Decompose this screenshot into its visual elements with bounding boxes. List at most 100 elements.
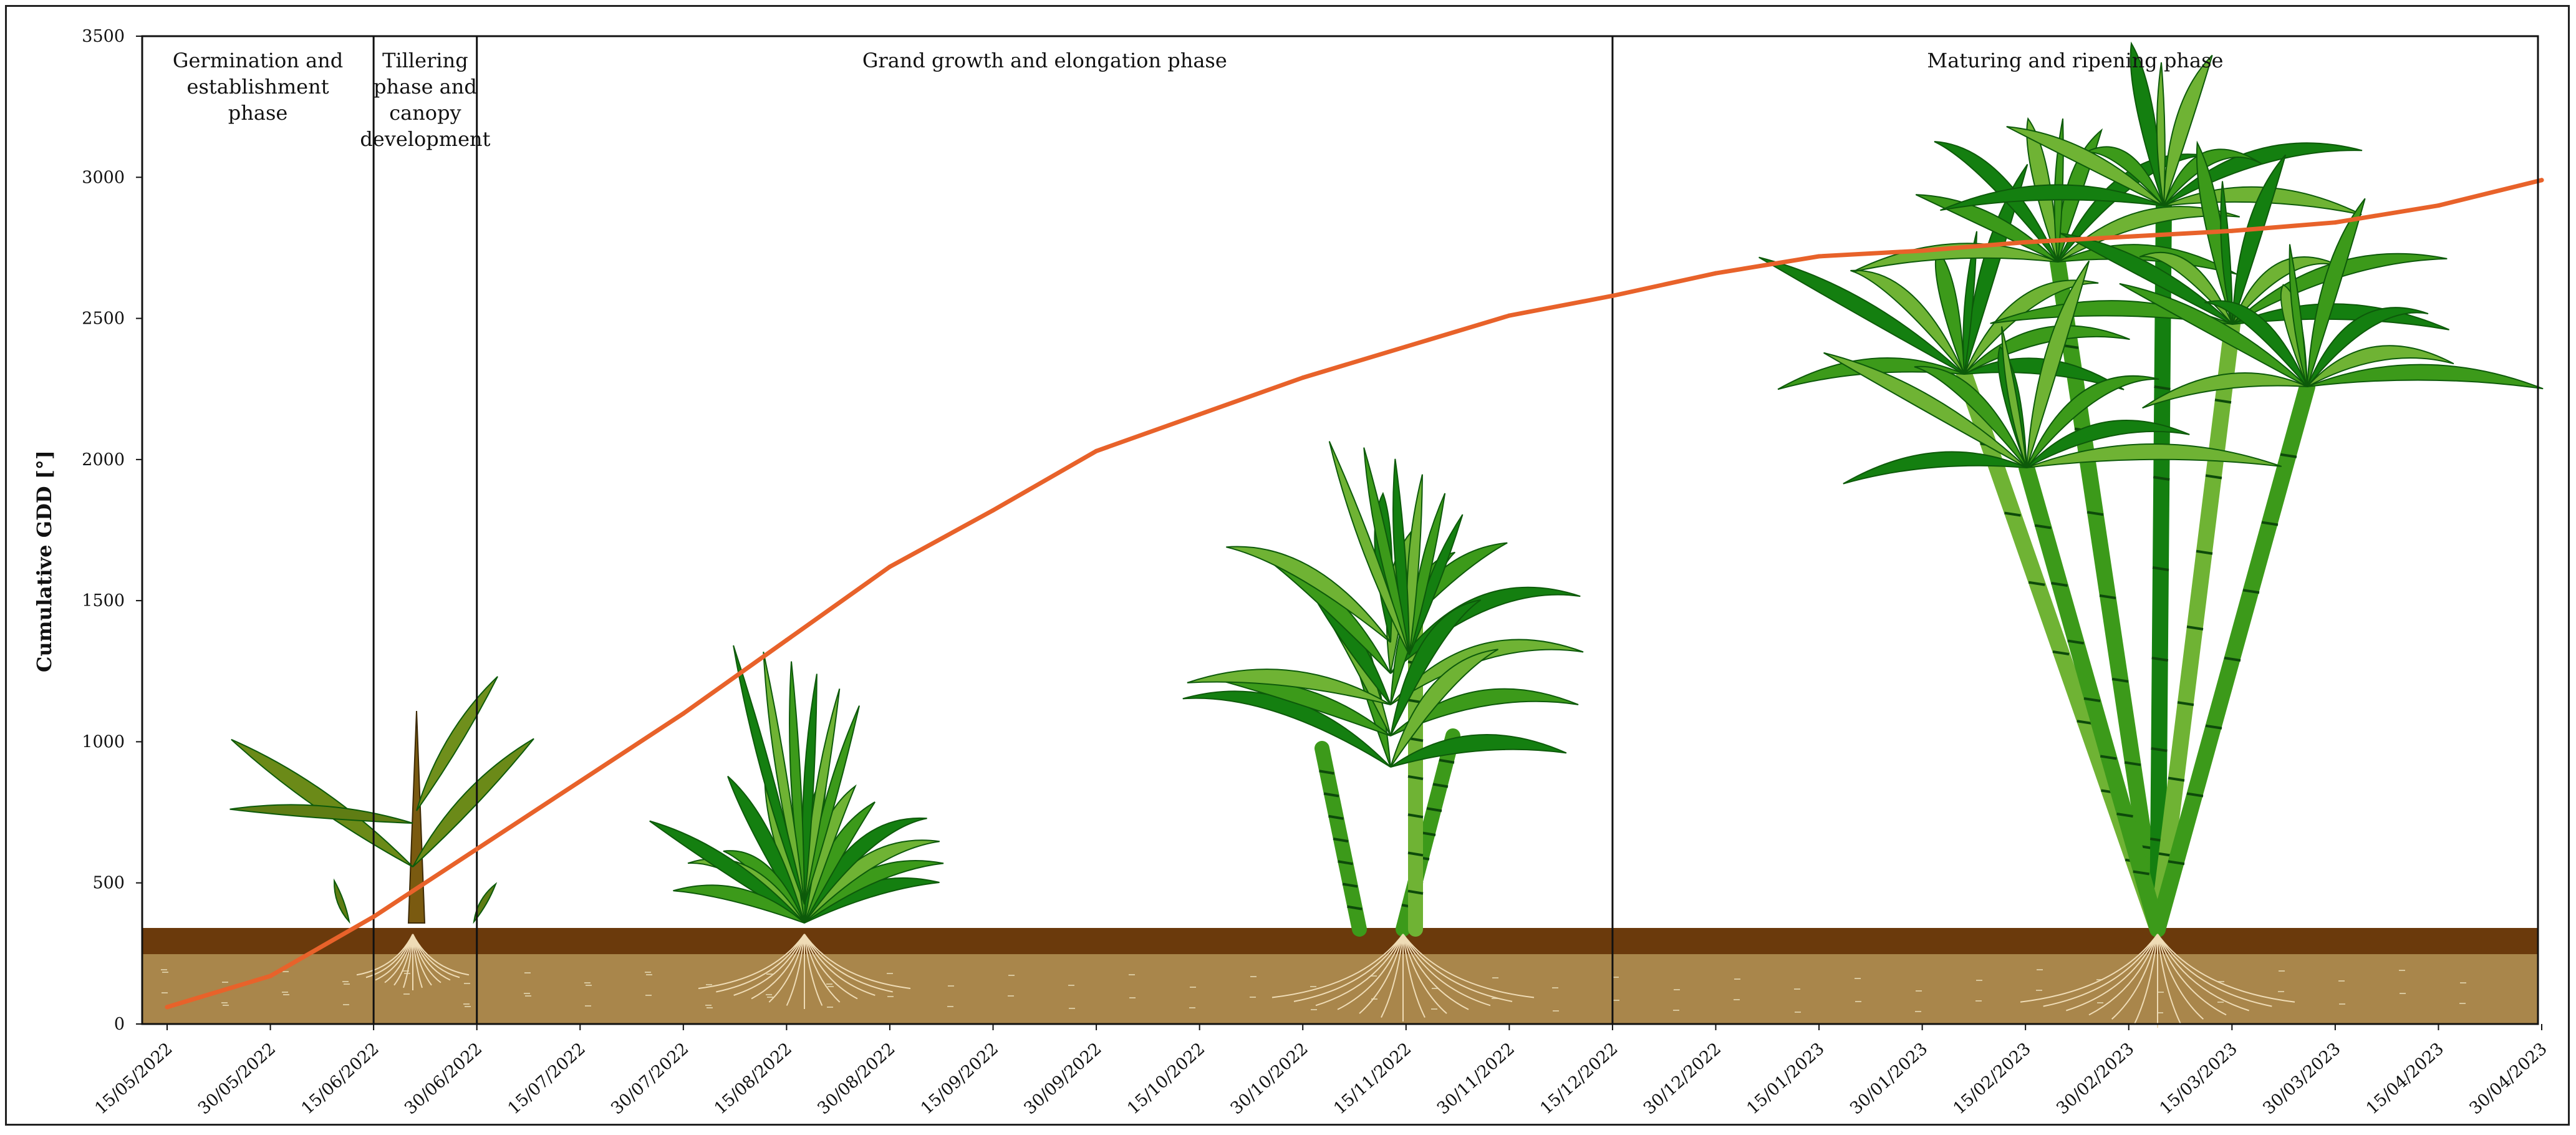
- stalk-node: [2111, 677, 2129, 683]
- stalk-node: [2242, 589, 2260, 594]
- stalk-node: [2205, 724, 2222, 730]
- figure-frame: [5, 5, 2570, 1126]
- stalk-node: [2086, 511, 2104, 516]
- leaf: [2139, 251, 2233, 325]
- gdd-data-point: [2539, 178, 2544, 183]
- root: [2134, 934, 2158, 1024]
- gdd-data-point: [1300, 375, 1305, 380]
- phase-label: development: [360, 127, 490, 151]
- leaf: [1182, 690, 1391, 768]
- stalk-node: [2261, 521, 2279, 526]
- soil-layer: [142, 928, 2538, 1024]
- gdd-data-point: [2126, 234, 2131, 239]
- gdd-data-point: [681, 711, 686, 716]
- gdd-data-point: [991, 508, 996, 513]
- root: [2157, 934, 2295, 1003]
- stalk-node: [2116, 813, 2133, 818]
- stalk-node: [1432, 783, 1449, 788]
- leaf: [2307, 198, 2366, 387]
- leaf: [1777, 357, 1965, 390]
- root: [2157, 934, 2272, 1007]
- leaf: [1915, 194, 2058, 263]
- root: [2157, 934, 2204, 1020]
- root: [733, 934, 805, 996]
- shoot: [407, 710, 426, 924]
- gdd-data-point: [475, 846, 480, 851]
- root: [375, 934, 413, 981]
- phase-label: canopy: [389, 101, 461, 125]
- grand-growth-plant: [1182, 441, 1584, 1022]
- leaf: [1187, 669, 1391, 705]
- root: [804, 934, 893, 993]
- stalk-node: [2099, 594, 2116, 599]
- leaf: [1328, 441, 1410, 655]
- root: [716, 934, 805, 993]
- root: [804, 934, 823, 1006]
- sugarcane-illustrations: [229, 41, 2544, 1028]
- stalk-node: [2154, 385, 2171, 390]
- root: [1402, 934, 1469, 1010]
- stalk-node: [2124, 761, 2141, 766]
- stalk-node: [2004, 511, 2021, 517]
- y-tick-label: 1000: [82, 732, 125, 751]
- stalk-node: [1439, 758, 1455, 764]
- stalk-node: [2214, 398, 2232, 404]
- leaf: [673, 884, 805, 924]
- leaf: [2307, 307, 2429, 387]
- leaf: [2006, 125, 2164, 206]
- phase-label: Germination and: [173, 49, 343, 72]
- leaf: [229, 804, 413, 824]
- leaf: [2232, 154, 2287, 325]
- root: [1293, 934, 1404, 1002]
- leaf: [1226, 546, 1391, 643]
- stalk-node: [2168, 776, 2185, 782]
- root: [1337, 934, 1404, 1010]
- stalk-node: [2151, 747, 2168, 752]
- gdd-data-point: [2333, 220, 2338, 225]
- phase-label: Maturing and ripening phase: [1927, 49, 2223, 72]
- leaf: [1964, 325, 2130, 375]
- root: [1402, 934, 1491, 1007]
- stalk-node: [2151, 657, 2169, 662]
- root: [1402, 934, 1513, 1002]
- leaf: [2142, 372, 2308, 409]
- y-axis-label: Cumulative GDD [°]: [32, 450, 56, 672]
- stalk-node: [2028, 581, 2045, 586]
- stalk-node: [2052, 650, 2070, 655]
- stalk-node: [1333, 838, 1349, 843]
- gdd-data-point: [268, 973, 273, 978]
- stalk-node: [2034, 524, 2052, 529]
- stalk-node: [1338, 860, 1353, 866]
- root: [1402, 934, 1447, 1014]
- phase-label: Tillering: [382, 49, 468, 72]
- y-tick-label: 3000: [82, 168, 125, 187]
- mature-plant: [1758, 41, 2544, 1028]
- y-tick-label: 2500: [82, 309, 125, 329]
- stalk-node: [1426, 807, 1442, 813]
- leaf: [1962, 231, 1978, 375]
- stalk-node: [2083, 697, 2101, 702]
- topsoil-band: [142, 928, 2538, 954]
- root: [804, 934, 858, 1000]
- leaf: [2220, 181, 2233, 325]
- stalk-node: [2077, 720, 2094, 725]
- y-tick-label: 3500: [82, 27, 125, 46]
- phase-label: establishment: [187, 75, 329, 99]
- leaf: [1390, 734, 1567, 768]
- y-tick-label: 1500: [82, 591, 125, 611]
- gdd-data-point: [2023, 239, 2028, 244]
- stalk-node: [2051, 582, 2068, 587]
- stalk-node: [1328, 814, 1344, 820]
- y-tick-label: 0: [114, 1015, 125, 1034]
- root: [1359, 934, 1404, 1014]
- gdd-data-point: [165, 1005, 170, 1010]
- leaf: [1823, 352, 2027, 468]
- root: [2157, 934, 2249, 1012]
- root: [2157, 934, 2227, 1016]
- stalk-node: [2186, 625, 2204, 630]
- root: [2043, 934, 2158, 1007]
- stalk-node: [1342, 882, 1358, 888]
- root: [2111, 934, 2158, 1020]
